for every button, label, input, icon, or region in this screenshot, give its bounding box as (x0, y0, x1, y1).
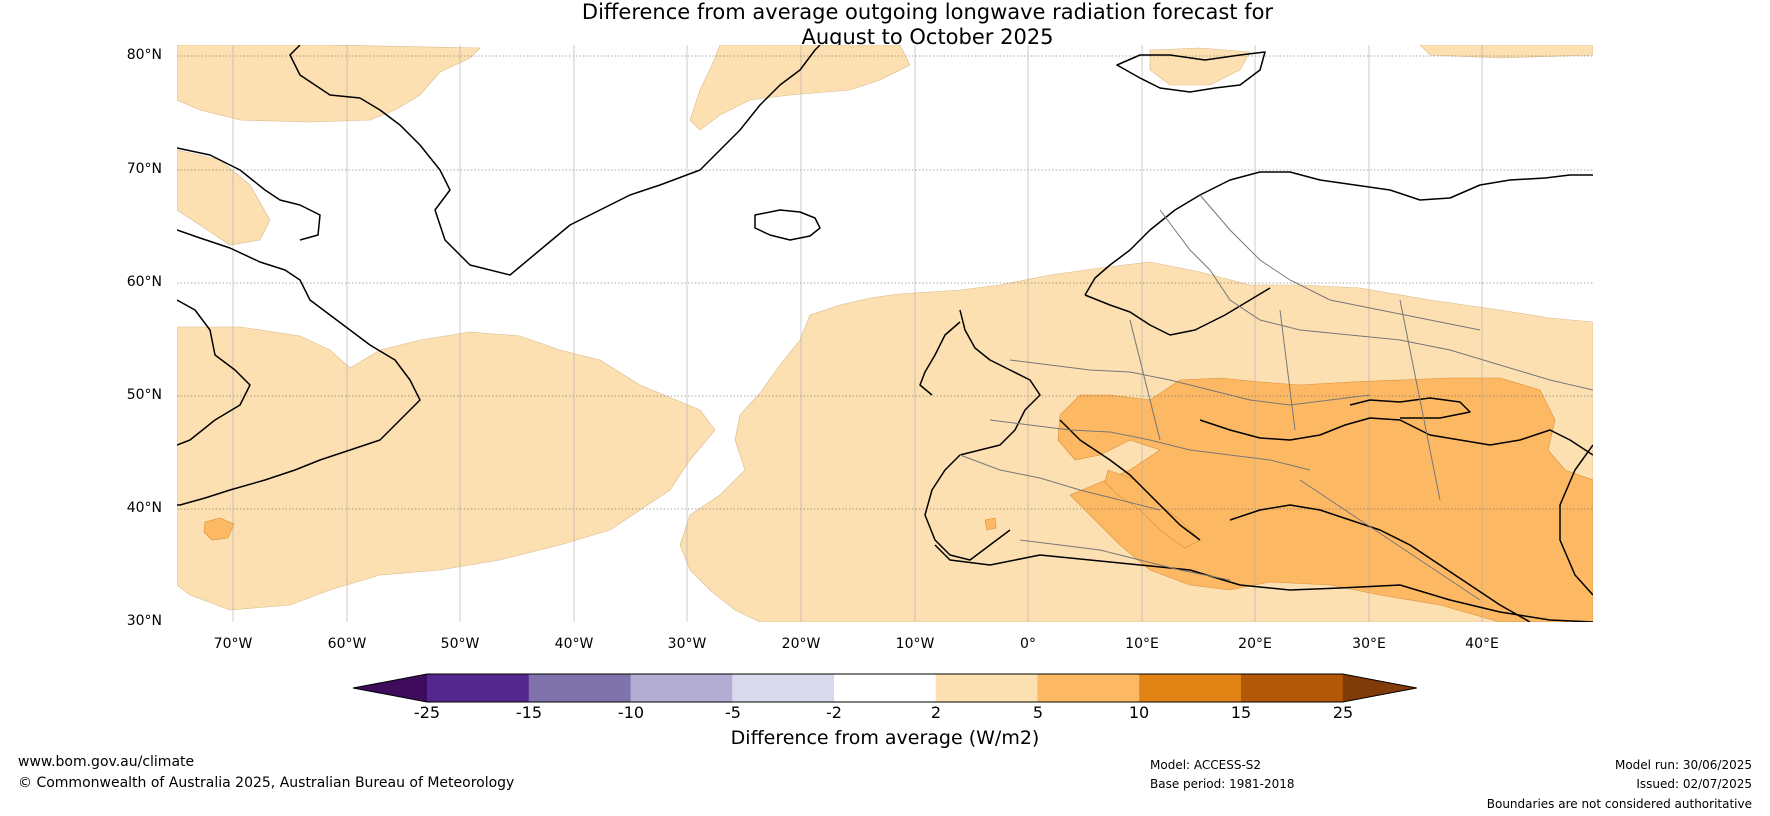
colorbar-tick: 2 (930, 703, 942, 722)
colorbar-segment (834, 674, 937, 702)
footer-model-run: Model run: 30/06/2025 (1614, 758, 1752, 772)
colorbar-segment (630, 674, 733, 702)
colorbar-extend-low (353, 674, 427, 702)
colorbar-segment (1241, 674, 1344, 702)
lon-label-20e: 20°E (1238, 636, 1272, 652)
lon-label-10e: 10°E (1125, 636, 1159, 652)
colorbar-title: Difference from average (W/m2) (730, 727, 1040, 749)
lat-label-60n: 60°N (126, 274, 162, 290)
country-borders (959, 194, 1593, 601)
lon-label-40w: 40°W (554, 636, 594, 652)
lon-label-30w: 30°W (667, 636, 707, 652)
colorbar-tick: -15 (515, 703, 543, 722)
colorbar-tick: -2 (826, 703, 842, 722)
footer-copyright: © Commonwealth of Australia 2025, Austra… (18, 775, 515, 791)
colorbar-segment (427, 674, 530, 702)
colorbar-tick: 5 (1032, 703, 1044, 722)
colorbar-outline (352, 673, 1417, 703)
colorbar-segment (1139, 674, 1242, 702)
lat-label-40n: 40°N (126, 500, 162, 516)
footer-disclaimer: Boundaries are not considered authoritat… (1486, 797, 1752, 811)
lat-label-50n: 50°N (126, 387, 162, 403)
meridians (232, 45, 1483, 622)
footer-base-period: Base period: 1981-2018 (1150, 777, 1295, 791)
lon-label-30e: 30°E (1352, 636, 1386, 652)
lon-label-20w: 20°W (781, 636, 821, 652)
coastlines (177, 45, 1593, 622)
lon-label-0: 0° (1020, 636, 1036, 652)
lon-label-60w: 60°W (327, 636, 367, 652)
colorbar-tick: 10 (1128, 703, 1150, 722)
lon-label-70w: 70°W (213, 636, 253, 652)
lat-label-30n: 30°N (126, 613, 162, 629)
lon-label-40e: 40°E (1465, 636, 1499, 652)
colorbar-tick: 15 (1230, 703, 1252, 722)
colorbar-segment (528, 674, 631, 702)
footer-model: Model: ACCESS-S2 (1150, 758, 1262, 772)
colorbar-segment (935, 674, 1038, 702)
title-line-1: Difference from average outgoing longwav… (581, 0, 1274, 24)
footer-url: www.bom.gov.au/climate (18, 754, 195, 770)
colorbar-segment (1037, 674, 1140, 702)
anomaly-5-10-fill (203, 377, 1593, 622)
lon-label-10w: 10°W (895, 636, 935, 652)
colorbar-segment (732, 674, 835, 702)
colorbar-tick: 25 (1332, 703, 1354, 722)
graticule (177, 55, 1593, 510)
colorbar-tick: -5 (725, 703, 741, 722)
lat-label-80n: 80°N (126, 47, 162, 63)
colorbar-tick: -10 (617, 703, 645, 722)
lat-label-70n: 70°N (126, 161, 162, 177)
colorbar-tick: -25 (413, 703, 441, 722)
lon-label-50w: 50°W (440, 636, 480, 652)
map-title: Difference from average outgoing longwav… (0, 0, 1770, 50)
footer-issued: Issued: 02/07/2025 (1636, 777, 1752, 791)
colorbar-extend-high (1342, 674, 1417, 702)
